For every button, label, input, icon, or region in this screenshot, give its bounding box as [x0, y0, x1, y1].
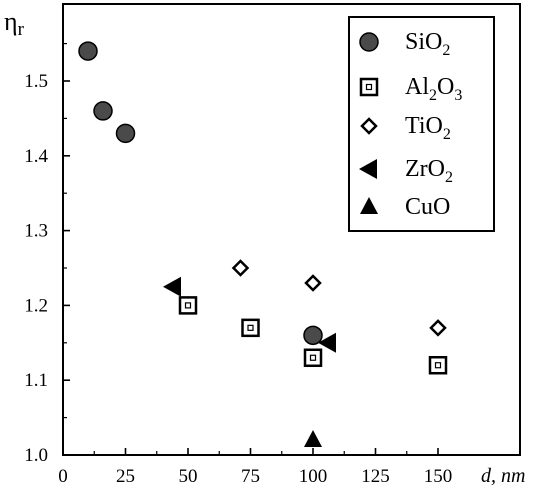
data-point-series-0-0 — [78, 41, 98, 61]
legend-label-subscript: 2 — [443, 126, 451, 143]
legend-label-text: TiO — [405, 113, 443, 139]
x-axis-label-main: d — [481, 465, 492, 487]
y-axis-label-main: η — [4, 7, 18, 36]
legend-label-subscript: 3 — [454, 87, 462, 104]
data-point-series-0-3 — [303, 325, 323, 346]
x-tick-label: 125 — [361, 466, 390, 487]
legend-label-0: SiO2 — [405, 29, 450, 59]
y-tick-label: 1.2 — [24, 295, 48, 316]
data-point-series-4-0 — [304, 430, 322, 448]
axis-labels: ηr d, nm — [4, 7, 525, 487]
y-tick-label: 1.1 — [24, 370, 48, 391]
data-point-series-1-3-inner — [434, 362, 442, 369]
x-axis-label-separator: , — [491, 465, 501, 487]
x-tick-label: 150 — [424, 466, 453, 487]
x-tick-label: 75 — [241, 466, 260, 487]
data-point-series-1-1 — [241, 318, 260, 338]
plot-frame — [62, 3, 521, 456]
x-tick-label: 50 — [179, 466, 198, 487]
legend-label-text: SiO — [405, 29, 442, 55]
legend-label-text: Al — [405, 74, 429, 100]
legend-label-2: TiO2 — [405, 113, 451, 143]
data-point-series-2-1 — [304, 274, 322, 292]
data-point-series-3-0 — [163, 276, 181, 297]
legend-label-text: ZrO — [405, 156, 445, 182]
legend-marker-0 — [359, 32, 379, 52]
legend-label-subscript: 2 — [442, 42, 450, 59]
legend-marker-4 — [360, 197, 378, 214]
data-point-series-1-0-inner — [184, 302, 192, 309]
data-point-series-1-2 — [303, 348, 323, 368]
legend-marker-3 — [359, 159, 377, 179]
data-point-series-3-1 — [318, 332, 336, 353]
data-point-series-2-0 — [231, 259, 250, 277]
x-tick-label: 100 — [299, 466, 328, 487]
legend-label-subscript: 2 — [445, 169, 453, 186]
data-point-series-1-3 — [428, 355, 448, 375]
legend-label-subscript: 2 — [429, 87, 437, 104]
x-axis-label-unit: nm — [501, 465, 525, 487]
x-axis-label: d, nm — [481, 465, 525, 487]
legend-label-text: CuO — [405, 194, 450, 220]
x-tick-label: 0 — [58, 466, 68, 487]
legend-label-4: CuO — [405, 194, 450, 220]
y-tick-label: 1.5 — [24, 71, 48, 92]
legend-label-text: O — [437, 74, 454, 100]
data-point-series-1-2-inner — [309, 354, 317, 361]
axes: 0 25 50 75 100 125 150 1.0 1.1 1.2 1.3 1.4 1.5 — [24, 3, 521, 487]
data-point-series-0-1 — [93, 101, 113, 121]
y-axis-label-sub: r — [18, 19, 25, 40]
legend-label-1: Al2O3 — [405, 74, 462, 104]
legend-marker-1 — [359, 77, 379, 97]
legend-marker-1-inner — [365, 83, 373, 91]
y-tick-label: 1.3 — [24, 221, 48, 242]
data-points — [78, 41, 448, 448]
y-tick-label: 1.0 — [24, 445, 48, 466]
data-point-series-1-1-inner — [247, 324, 254, 331]
x-tick-label: 25 — [116, 466, 135, 487]
data-point-series-1-0 — [178, 296, 198, 315]
legend-marker-2 — [360, 117, 378, 135]
data-point-series-2-2 — [429, 319, 447, 337]
y-axis-label: ηr — [4, 7, 25, 40]
legend-label-3: ZrO2 — [405, 156, 453, 186]
data-point-series-0-2 — [115, 123, 136, 144]
y-tick-label: 1.4 — [24, 146, 48, 167]
